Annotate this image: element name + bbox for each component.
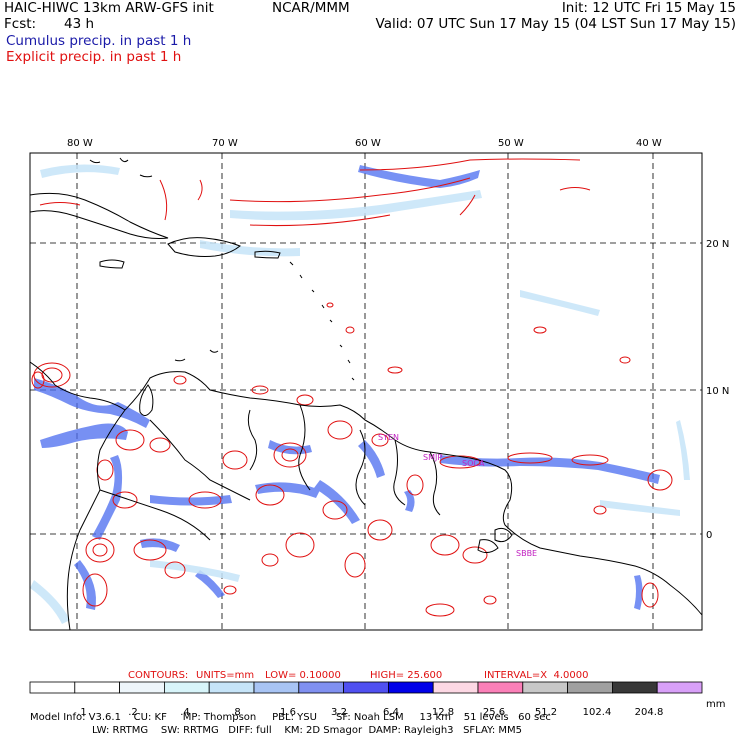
colorbar-swatch [343, 681, 389, 694]
colorbar-label: 3.2 [331, 707, 347, 718]
legend-explicit: Explicit precip. in past 1 h [6, 49, 182, 65]
light-precip-areas [30, 164, 690, 624]
colorbar-label: 25.6 [482, 707, 506, 718]
colorbar-label: .4 [180, 707, 190, 718]
colorbar-swatch [74, 681, 121, 694]
colorbar-label: 1.6 [280, 707, 296, 718]
legend-cumulus: Cumulus precip. in past 1 h [6, 33, 192, 49]
colorbar-swatch [656, 681, 703, 694]
colorbar-swatch [119, 681, 165, 694]
model-info-line2: LW: RRTMG SW: RRTMG DIFF: full KM: 2D Sm… [92, 725, 522, 736]
colorbar-unit: mm [706, 699, 726, 710]
colorbar [29, 681, 703, 694]
contours-units: UNITS=mm [196, 670, 255, 681]
valid-time: Valid: 07 UTC Sun 17 May 15 (04 LST Sun … [375, 16, 736, 32]
colorbar-label: 51.2 [534, 707, 558, 718]
colorbar-label: .2 [128, 707, 138, 718]
contours-prefix: CONTOURS: [128, 670, 189, 681]
colorbar-swatch [567, 681, 613, 694]
colorbar-label: 204.8 [634, 707, 664, 718]
lat-label-0: 0 [706, 530, 712, 541]
colorbar-label: 6.4 [383, 707, 399, 718]
map-frame [29, 152, 703, 631]
station-label-sbbe: SBBE [516, 549, 537, 558]
coastlines [30, 157, 702, 630]
colorbar-label: 102.4 [582, 707, 612, 718]
lon-label-40w: 40 W [636, 138, 662, 149]
forecast-hours: 43 h [64, 16, 95, 32]
colorbar-swatch [298, 681, 344, 694]
colorbar-label: 12.8 [431, 707, 455, 718]
colorbar-swatch [432, 681, 479, 694]
colorbar-label: .1 [77, 707, 87, 718]
contours-interval: INTERVAL=X 4.0000 [484, 670, 589, 681]
cumulus-precip-areas [34, 165, 660, 610]
colorbar-swatch [29, 681, 76, 694]
station-label-soca: SOCA [462, 459, 485, 468]
explicit-precip-contours [31, 158, 673, 617]
station-label-smjp: SMJP [423, 453, 442, 462]
lat-label-20n: 20 N [706, 239, 729, 250]
colorbar-swatch [522, 681, 568, 694]
forecast-label: Fcst: [4, 16, 37, 32]
contours-high: HIGH= 25.600 [370, 670, 443, 681]
lon-label-80w: 80 W [67, 138, 93, 149]
init-time: Init: 12 UTC Fri 15 May 15 [561, 0, 736, 16]
source-label: NCAR/MMM [272, 0, 350, 16]
lat-label-10n: 10 N [706, 386, 729, 397]
station-label-syen: SYEN [378, 433, 399, 442]
lon-label-50w: 50 W [498, 138, 524, 149]
lon-label-60w: 60 W [355, 138, 381, 149]
colorbar-swatch [163, 681, 210, 694]
colorbar-swatch [208, 681, 255, 694]
model-info-line1: Model Info: V3.6.1 CU: KF MP: Thompson P… [30, 712, 551, 723]
lat-lon-grid [30, 153, 702, 630]
colorbar-swatch [387, 681, 434, 694]
model-title: HAIC-HIWC 13km ARW-GFS init [4, 0, 214, 16]
colorbar-label: .8 [231, 707, 241, 718]
lon-label-70w: 70 W [212, 138, 238, 149]
colorbar-swatch [253, 681, 300, 694]
colorbar-swatch [612, 681, 658, 694]
colorbar-swatch [477, 681, 524, 694]
contours-low: LOW= 0.10000 [265, 670, 341, 681]
